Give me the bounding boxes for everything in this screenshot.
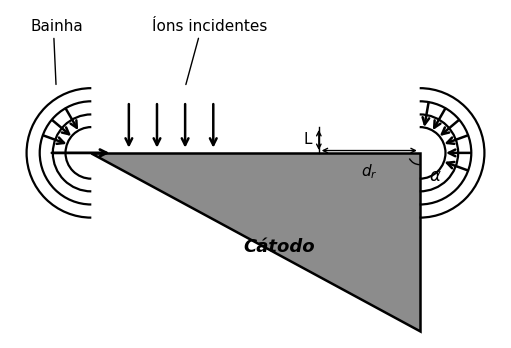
Text: Cátodo: Cátodo: [243, 238, 315, 256]
Text: $d_r$: $d_r$: [361, 162, 378, 181]
Polygon shape: [91, 153, 420, 331]
Text: Íons incidentes: Íons incidentes: [152, 19, 268, 34]
Text: Bainha: Bainha: [30, 19, 83, 34]
Text: L: L: [304, 133, 312, 148]
Text: α: α: [429, 167, 440, 185]
